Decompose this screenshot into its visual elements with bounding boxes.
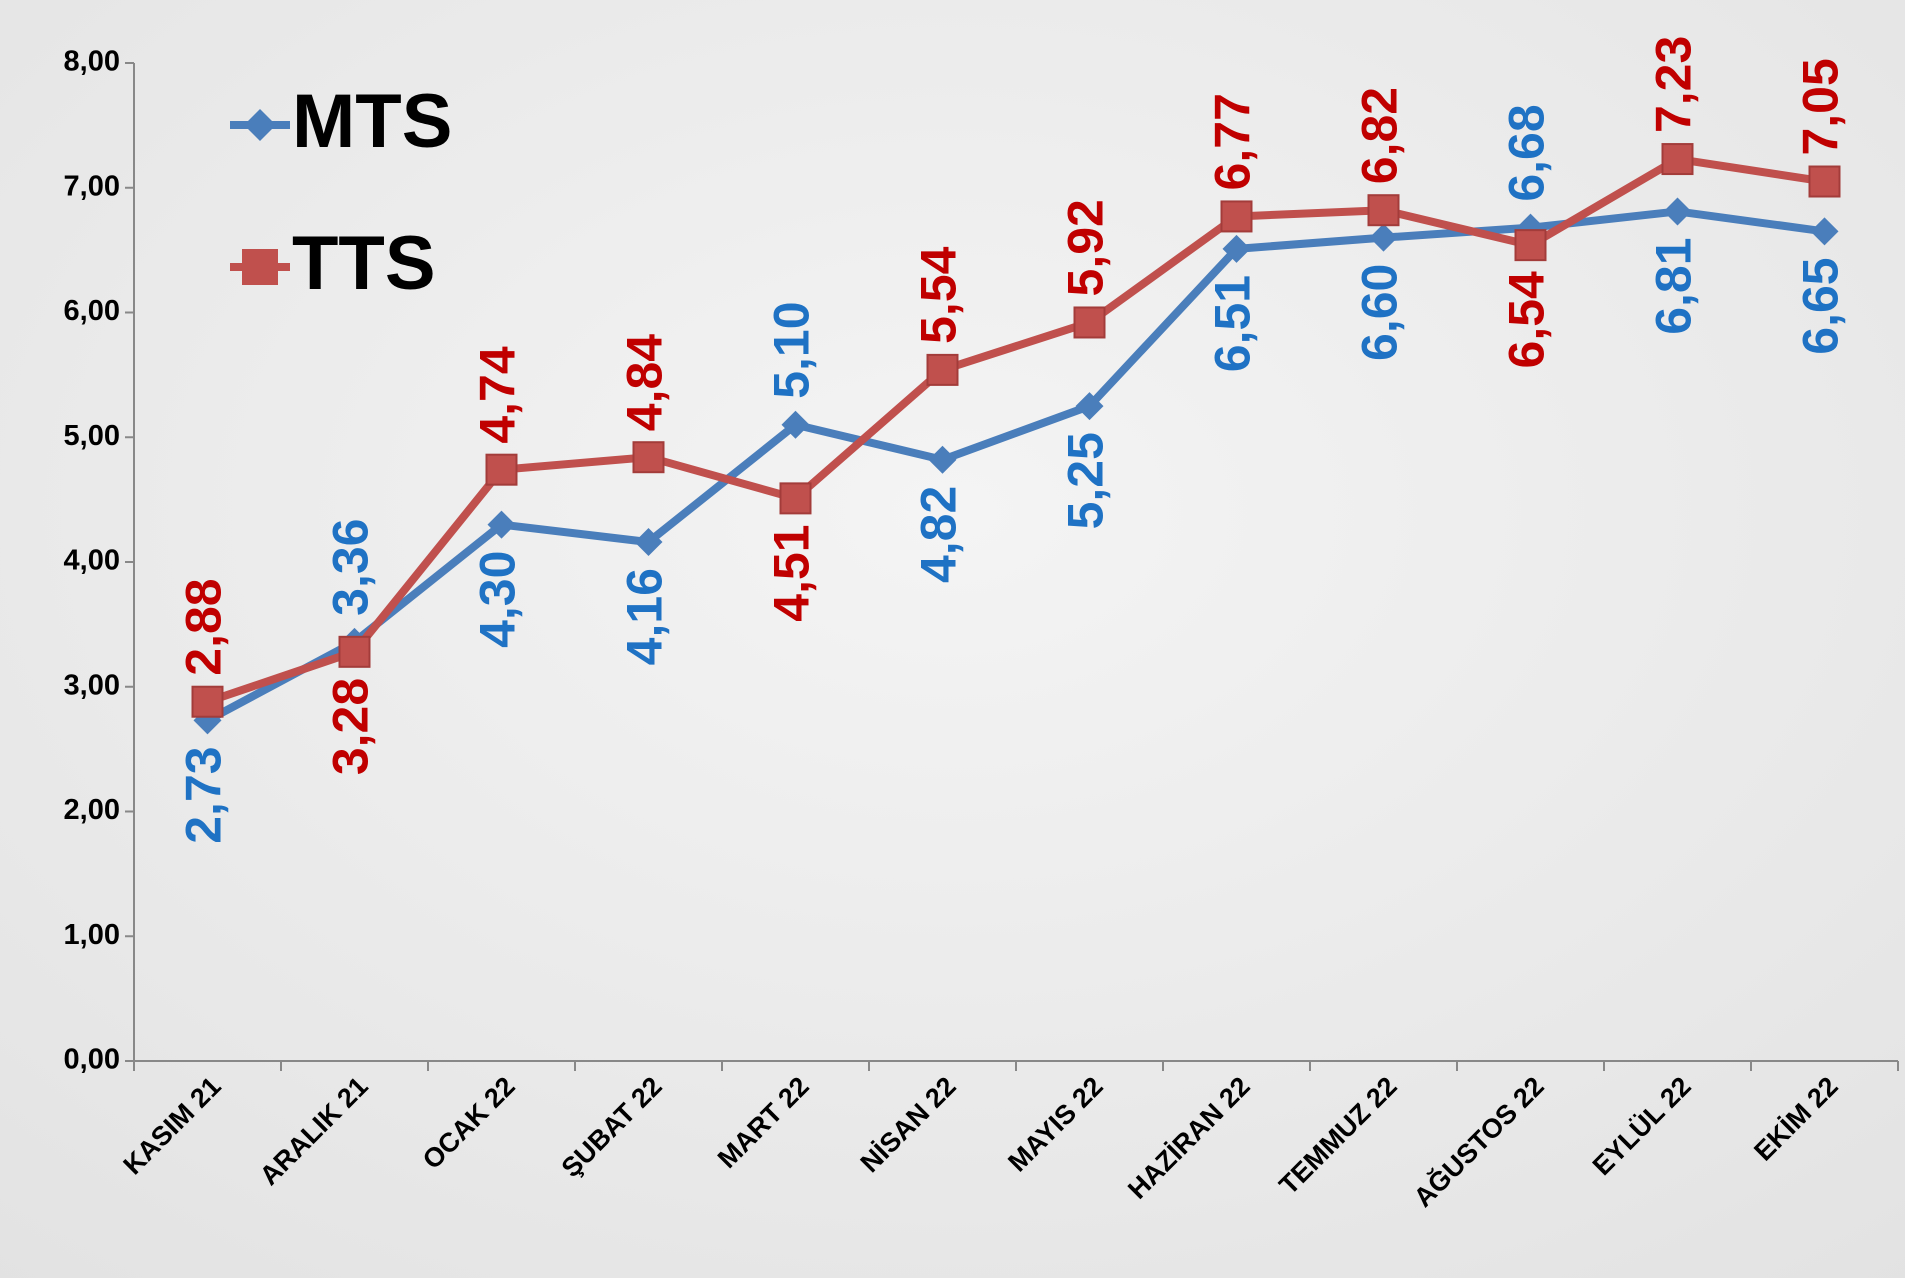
- data-label: 5,54: [911, 246, 967, 344]
- y-tick-label: 5,00: [64, 420, 120, 452]
- y-tick-label: 2,00: [64, 794, 120, 826]
- data-label: 6,77: [1205, 93, 1261, 190]
- data-point: [338, 635, 371, 668]
- data-label: 4,16: [617, 568, 673, 665]
- data-point: [1808, 165, 1841, 198]
- series-line: [206, 155, 1826, 706]
- data-label: 2,88: [176, 578, 232, 675]
- y-tick-label: 3,00: [64, 669, 120, 701]
- data-label: 6,81: [1646, 237, 1702, 334]
- data-label: 2,73: [176, 746, 232, 843]
- y-tick-label: 7,00: [64, 170, 120, 202]
- data-label: 4,84: [617, 334, 673, 432]
- data-label: 3,28: [323, 678, 379, 775]
- data-point: [485, 453, 518, 486]
- data-label: 6,65: [1793, 257, 1849, 354]
- y-tick-label: 1,00: [64, 919, 120, 951]
- data-label: 6,54: [1499, 271, 1555, 369]
- data-label: 4,74: [470, 346, 526, 444]
- data-point: [1220, 200, 1253, 233]
- data-point: [1369, 223, 1398, 252]
- data-point: [779, 482, 812, 515]
- data-point: [634, 528, 663, 557]
- data-label: 4,82: [911, 486, 967, 583]
- data-point: [926, 353, 959, 386]
- legend-marker: [244, 109, 276, 141]
- data-label: 6,51: [1205, 275, 1261, 372]
- data-point: [781, 410, 810, 439]
- data-label: 4,30: [470, 551, 526, 648]
- y-tick-label: 8,00: [64, 46, 120, 78]
- data-point: [1075, 392, 1104, 421]
- data-point: [1663, 197, 1692, 226]
- legend-label: TTS: [292, 221, 436, 306]
- data-label: 5,25: [1058, 432, 1114, 529]
- data-label: 5,92: [1058, 199, 1114, 296]
- data-point: [1514, 229, 1547, 262]
- legend-label: MTS: [292, 79, 452, 164]
- data-label: 6,68: [1499, 104, 1555, 201]
- data-label: 7,05: [1793, 58, 1849, 155]
- data-point: [1367, 194, 1400, 227]
- data-label: 7,23: [1646, 36, 1702, 133]
- data-point: [928, 445, 957, 474]
- data-point: [1222, 234, 1251, 263]
- data-label: 4,51: [764, 524, 820, 621]
- y-tick-label: 6,00: [64, 295, 120, 327]
- legend-marker: [242, 249, 278, 285]
- data-point: [1810, 217, 1839, 246]
- data-point: [1661, 143, 1694, 176]
- series-line: [205, 207, 1826, 724]
- data-label: 6,82: [1352, 87, 1408, 184]
- y-tick-label: 0,00: [64, 1044, 120, 1076]
- data-point: [632, 441, 665, 474]
- data-point: [1073, 306, 1106, 339]
- y-tick-label: 4,00: [64, 545, 120, 577]
- data-label: 5,10: [764, 301, 820, 398]
- data-label: 6,60: [1352, 264, 1408, 361]
- data-label: 3,36: [323, 519, 379, 616]
- data-point: [487, 510, 516, 539]
- data-point: [191, 685, 224, 718]
